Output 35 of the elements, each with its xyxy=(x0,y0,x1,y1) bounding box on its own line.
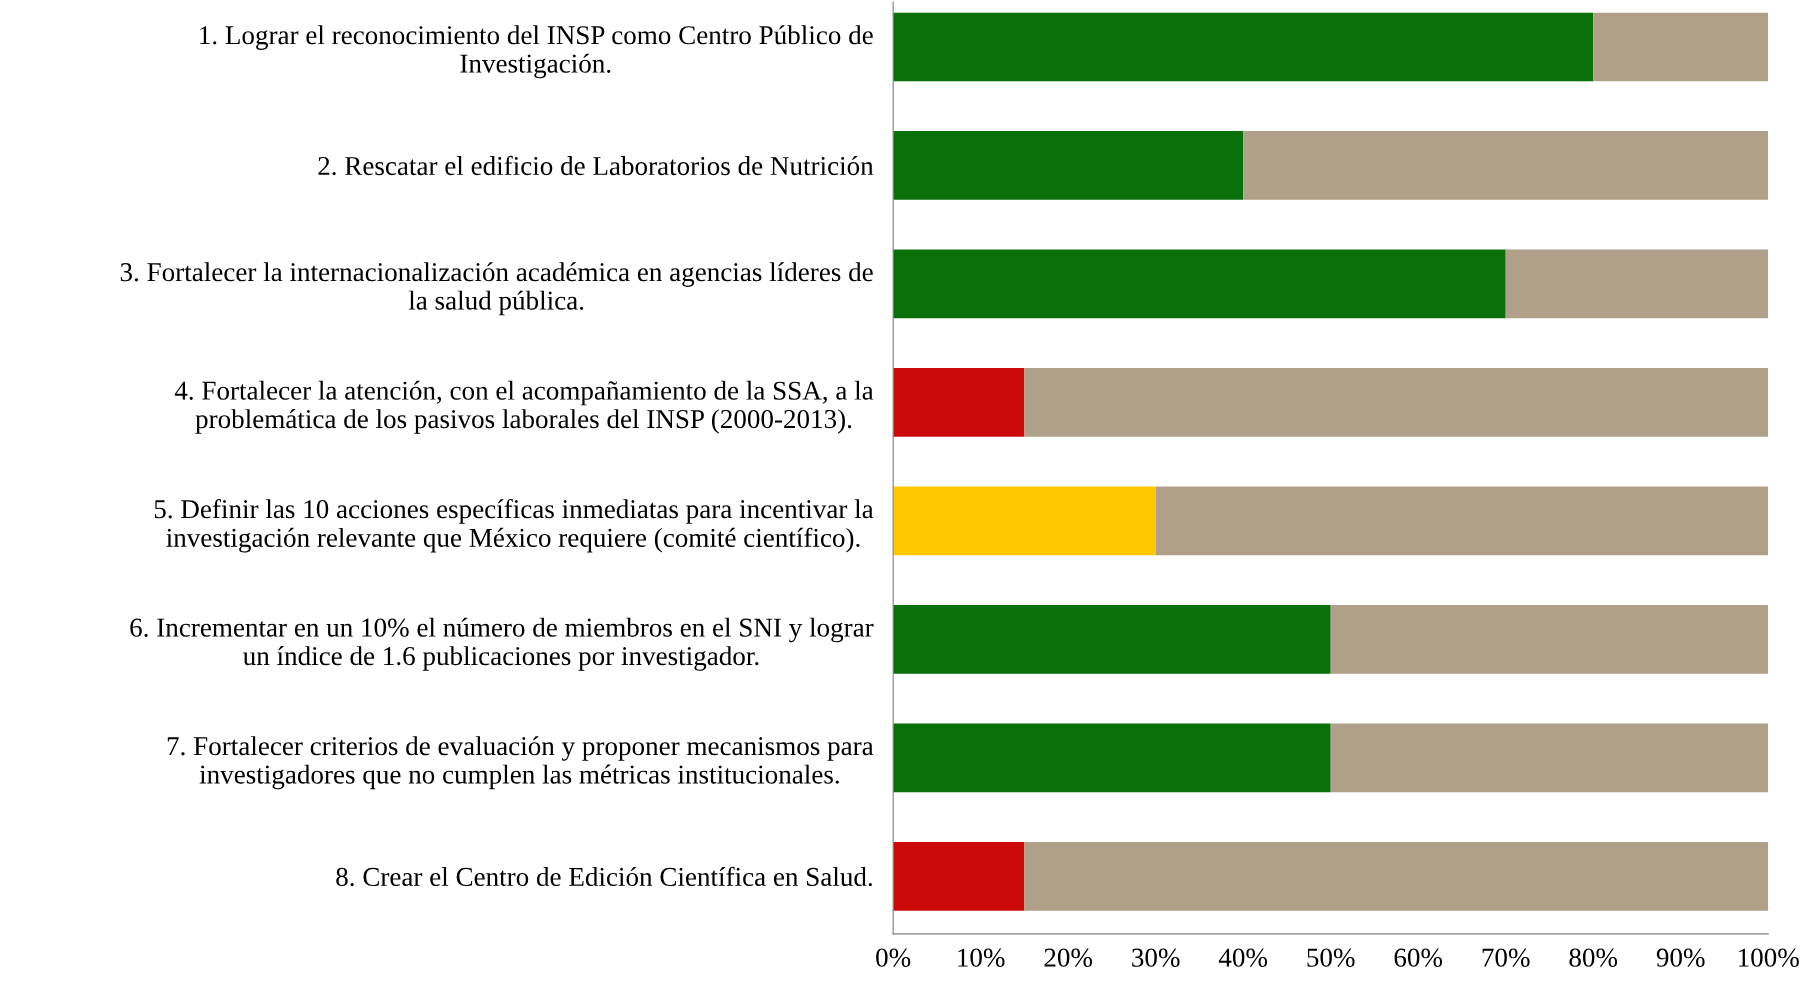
y-tick-label: 5. Definir las 10 acciones específicas inmediatas para incentivar la investigación relevante que México requiere (comité científico). xyxy=(154,498,874,553)
x-tick-label: 20% xyxy=(1044,948,1093,967)
bar xyxy=(1593,12,1769,82)
x-tick-label: 60% xyxy=(1394,948,1443,967)
x-tick-label: 100% xyxy=(1739,948,1799,967)
x-tick-label: 90% xyxy=(1656,948,1705,967)
y-tick-label: 7. Fortalecer criterios de evaluación y proponer mecanismos para investigadores que no cumplen las métricas institucionales. xyxy=(167,736,874,790)
y-tick-label: 2. Rescatar el edificio de Laboratorios de Nutrición xyxy=(318,155,874,176)
bar xyxy=(893,842,1025,911)
x-tick-label: 10% xyxy=(958,948,1005,967)
x-tick-label: 70% xyxy=(1482,948,1530,967)
bar xyxy=(893,723,1331,793)
y-tick-label: 4. Fortalecer la atención, con el acompañamiento de la SSA, a la problemática de los pasivos laborales del INSP (2000-2013). xyxy=(174,380,874,434)
x-tick-label: 50% xyxy=(1307,948,1355,967)
x-tick-label: 80% xyxy=(1569,948,1618,967)
bar xyxy=(1330,605,1769,674)
bar xyxy=(893,486,1156,556)
x-tick-label: 40% xyxy=(1218,948,1268,967)
bar xyxy=(893,131,1244,200)
x-tick-label: 30% xyxy=(1132,948,1180,967)
bar xyxy=(1505,249,1769,319)
bar xyxy=(893,249,1506,319)
y-tick-label: 6. Incrementar en un 10% el número de miembros en el SNI y lograr un índice de 1.6 publicaciones por investigador. xyxy=(130,617,874,671)
bar xyxy=(1024,368,1769,437)
bar xyxy=(1330,723,1769,793)
x-tick-label: 0% xyxy=(876,948,911,967)
bar xyxy=(893,605,1331,674)
y-tick-label: 8. Crear el Centro de Edición Científica en Salud. xyxy=(336,866,872,887)
bar xyxy=(1243,131,1769,200)
bar xyxy=(893,368,1025,437)
bar xyxy=(893,12,1594,82)
y-tick-label: 1. Lograr el reconocimiento del INSP como Centro Público de Investigación. xyxy=(200,25,873,79)
bar xyxy=(1024,842,1769,911)
y-tick-label: 3. Fortalecer la internacionalización académica en agencias líderes de la salud pública. xyxy=(120,262,873,316)
bar xyxy=(1155,486,1769,556)
